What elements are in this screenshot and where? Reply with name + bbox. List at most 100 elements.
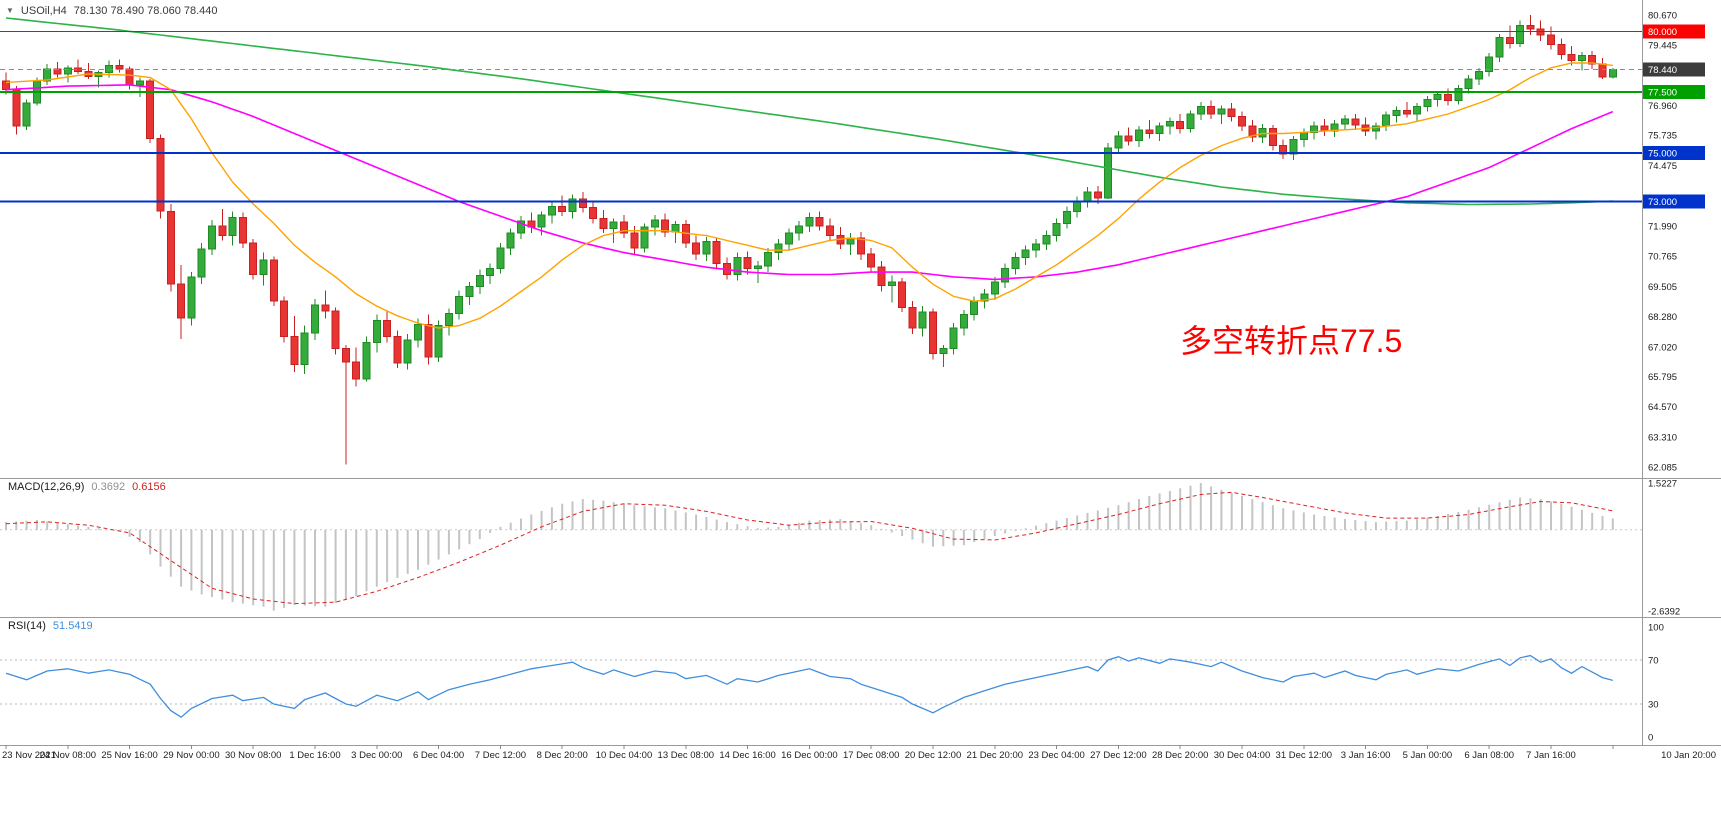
- candle-up: [702, 241, 711, 255]
- ma-mid-line: [5, 84, 1614, 281]
- candle-up: [517, 220, 525, 234]
- candle-up: [1042, 235, 1051, 245]
- candle-down: [1124, 135, 1133, 142]
- candle-up: [414, 323, 422, 341]
- ma-slow-line: [5, 17, 1613, 206]
- time-axis-label: 7 Dec 12:00: [475, 750, 526, 761]
- candle-down: [898, 281, 907, 308]
- candle-up: [1382, 114, 1391, 127]
- candle-up: [1001, 267, 1010, 283]
- rsi-scale-label: 0: [1648, 733, 1653, 744]
- candle-up: [980, 293, 989, 302]
- candle-down: [1176, 120, 1185, 130]
- candle-up: [795, 225, 804, 234]
- candle-down: [877, 266, 886, 286]
- candle-up: [1299, 131, 1308, 141]
- candle-up: [63, 67, 72, 75]
- candle-down: [1207, 106, 1216, 115]
- candle-down: [558, 205, 567, 212]
- candle-up: [1104, 147, 1113, 199]
- candle-up: [455, 295, 464, 314]
- candle-up: [506, 232, 515, 249]
- candle-up: [135, 80, 144, 86]
- candle-down: [1093, 191, 1102, 199]
- candle-up: [764, 252, 773, 267]
- candle-down: [630, 232, 639, 249]
- time-axis-label: 23 Nov 2021: [2, 750, 56, 761]
- candle-down: [1238, 116, 1246, 127]
- one-click-trading-arrow-icon[interactable]: ▼: [6, 6, 14, 15]
- time-axis-label: 14 Dec 16:00: [719, 750, 776, 761]
- hline-price-badge: [1643, 194, 1705, 209]
- candle-up: [939, 348, 948, 355]
- candle-down: [146, 80, 155, 139]
- candle-down: [280, 300, 289, 338]
- price-tick-label: 64.570: [1648, 402, 1677, 413]
- candle-down: [218, 225, 227, 237]
- candle-up: [1464, 78, 1473, 90]
- time-axis-label: 10 Jan 20:00: [1661, 750, 1716, 761]
- hline-price-badge-label: 75.000: [1648, 148, 1677, 159]
- time-axis-label: 20 Dec 12:00: [905, 750, 962, 761]
- time-axis-label: 16 Dec 00:00: [781, 750, 838, 761]
- candle-down: [115, 64, 124, 70]
- candle-up: [568, 198, 577, 212]
- time-axis-label: 6 Dec 04:00: [413, 750, 464, 761]
- candle-down: [352, 361, 361, 380]
- candle-up: [1011, 257, 1020, 269]
- candle-up: [486, 267, 495, 277]
- bid-price-badge: [1643, 62, 1705, 77]
- candle-up: [959, 314, 968, 329]
- candle-down: [1402, 109, 1411, 115]
- time-axis-label: 3 Dec 00:00: [351, 750, 402, 761]
- price-tick-label: 74.475: [1648, 161, 1677, 172]
- candle-down: [424, 323, 433, 358]
- macd-name: MACD(12,26,9): [8, 481, 85, 493]
- candle-down: [177, 283, 186, 319]
- candle-down: [578, 198, 587, 209]
- candle-down: [321, 304, 330, 312]
- candle-up: [650, 219, 659, 228]
- candle-up: [990, 281, 999, 295]
- candle-up: [1165, 120, 1174, 127]
- time-axis-label: 30 Dec 04:00: [1214, 750, 1271, 761]
- candle-up: [970, 300, 979, 316]
- candle-up: [1062, 210, 1071, 225]
- time-axis-label: 5 Jan 00:00: [1403, 750, 1453, 761]
- time-axis-label: 10 Dec 04:00: [596, 750, 653, 761]
- candle-down: [1526, 24, 1535, 30]
- candle-down: [826, 225, 834, 237]
- time-axis-label: 30 Nov 08:00: [225, 750, 282, 761]
- candle-down: [341, 348, 350, 363]
- candle-down: [1351, 118, 1360, 126]
- candle-up: [774, 243, 783, 254]
- candle-down: [166, 210, 175, 285]
- candle-up: [784, 232, 793, 245]
- price-tick-label: 67.020: [1648, 343, 1677, 354]
- candle-down: [383, 320, 392, 338]
- price-scale[interactable]: 80.670 79.445 76.960 75.735 74.475 71.990 70.7…: [1643, 11, 1705, 744]
- time-axis-label: 25 Nov 16:00: [101, 750, 158, 761]
- candle-down: [249, 242, 258, 275]
- candle-down: [1547, 34, 1555, 46]
- time-axis-label: 6 Jan 08:00: [1464, 750, 1514, 761]
- ma-fast-line: [5, 62, 1613, 329]
- candle-up: [537, 214, 546, 228]
- candle-up: [547, 205, 556, 216]
- candle-down: [1268, 128, 1277, 147]
- candle-down: [1598, 63, 1607, 78]
- candle-down: [1444, 94, 1452, 102]
- candle-up: [1392, 109, 1401, 116]
- candle-up: [434, 325, 443, 358]
- candle-down: [125, 68, 134, 86]
- candle-up: [1341, 118, 1349, 125]
- candle-down: [743, 257, 752, 269]
- rsi-value: 51.5419: [52, 620, 93, 632]
- candle-up: [887, 281, 896, 286]
- time-axis-label: 13 Dec 08:00: [658, 750, 715, 761]
- candle-up: [1114, 135, 1123, 149]
- candle-up: [300, 332, 309, 365]
